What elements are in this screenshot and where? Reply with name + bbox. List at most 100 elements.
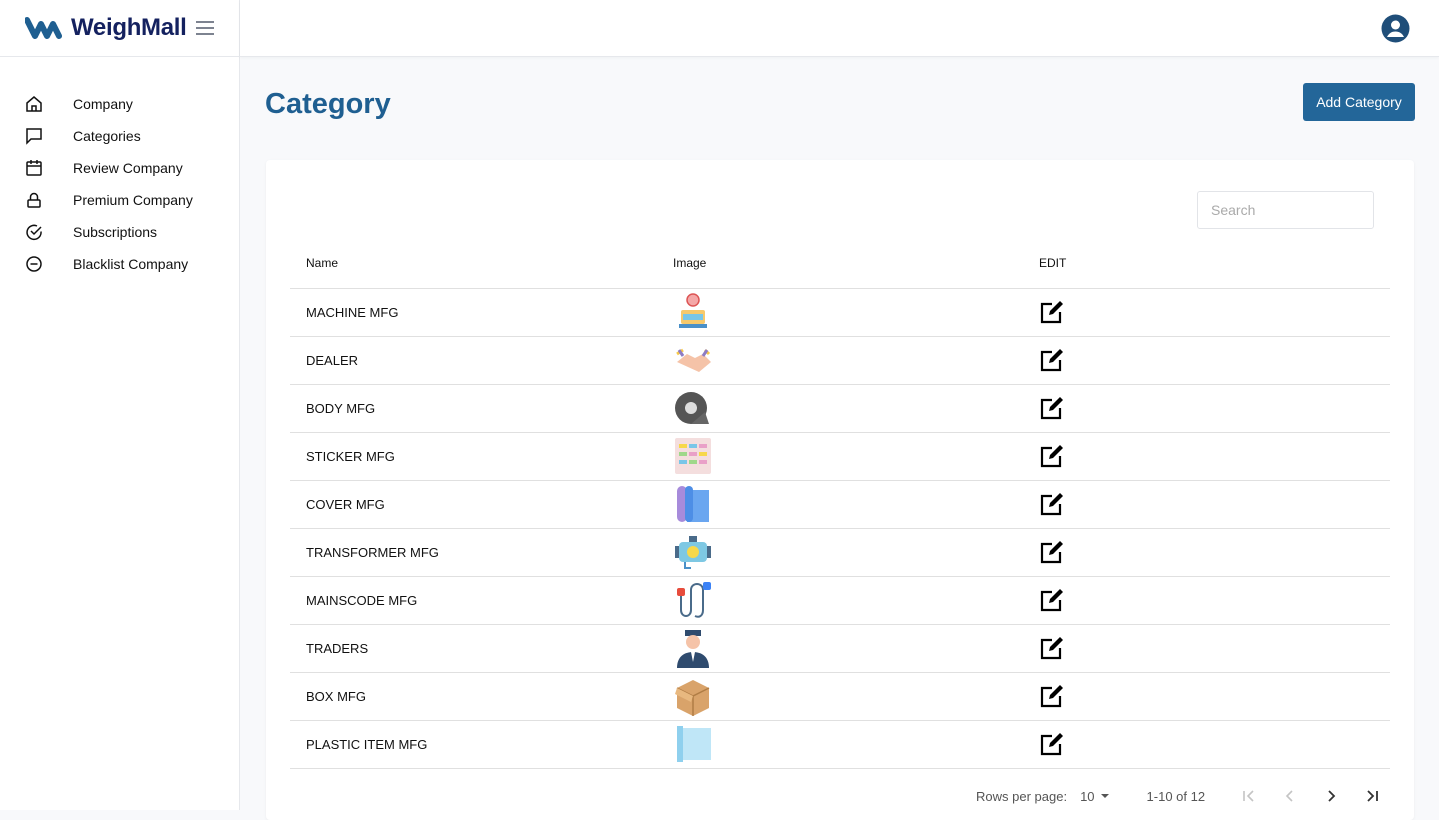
transformer-image	[675, 536, 711, 569]
column-header-image: Image	[673, 238, 1039, 289]
category-image-cell	[673, 336, 1039, 385]
sidebar-nav: Company Categories Review Company Premiu…	[0, 57, 239, 280]
category-table: Name Image EDIT MACHINE MFG DEALER BODY …	[290, 238, 1390, 769]
edit-cell	[1039, 720, 1390, 769]
edit-cell	[1039, 432, 1390, 481]
brand: WeighMall	[0, 0, 239, 57]
edit-icon[interactable]	[1039, 587, 1065, 613]
category-image-cell	[673, 576, 1039, 625]
tape-roll-image	[675, 392, 709, 424]
plastic-wrap-image	[677, 726, 711, 762]
sidebar-item-label: Company	[73, 96, 133, 112]
edit-cell	[1039, 672, 1390, 721]
edit-icon[interactable]	[1039, 347, 1065, 373]
add-category-button[interactable]: Add Category	[1303, 83, 1415, 121]
category-name: PLASTIC ITEM MFG	[290, 720, 673, 769]
power-cords-image	[677, 582, 711, 618]
edit-cell	[1039, 624, 1390, 673]
category-name: BOX MFG	[290, 672, 673, 721]
edit-cell	[1039, 528, 1390, 577]
trader-person-image	[677, 630, 709, 668]
edit-icon[interactable]	[1039, 395, 1065, 421]
category-image-cell	[673, 288, 1039, 337]
table-row: COVER MFG	[290, 480, 1390, 529]
page-title: Category	[265, 88, 391, 120]
sidebar-item-label: Review Company	[73, 160, 183, 176]
search-input[interactable]	[1197, 191, 1374, 229]
table-row: TRANSFORMER MFG	[290, 528, 1390, 577]
sidebar-item-premium-company[interactable]: Premium Company	[0, 184, 239, 216]
category-name: TRANSFORMER MFG	[290, 528, 673, 577]
previous-page-icon[interactable]	[1282, 788, 1298, 804]
table-row: BODY MFG	[290, 384, 1390, 433]
user-avatar-icon[interactable]	[1381, 14, 1410, 43]
column-header-name: Name	[290, 238, 673, 289]
calendar-icon	[26, 160, 42, 176]
edit-cell	[1039, 288, 1390, 337]
edit-cell	[1039, 384, 1390, 433]
first-page-icon[interactable]	[1241, 788, 1257, 804]
category-image-cell	[673, 720, 1039, 769]
sidebar-item-label: Blacklist Company	[73, 256, 189, 272]
category-name: DEALER	[290, 336, 673, 385]
sticker-sheet-image	[675, 438, 711, 474]
lock-icon	[27, 192, 41, 208]
cover-rolls-image	[677, 486, 709, 522]
edit-icon[interactable]	[1039, 731, 1065, 757]
last-page-icon[interactable]	[1364, 788, 1380, 804]
check-circle-icon	[26, 224, 42, 241]
table-row: BOX MFG	[290, 672, 1390, 721]
category-name: MACHINE MFG	[290, 288, 673, 337]
edit-cell	[1039, 576, 1390, 625]
next-page-icon[interactable]	[1323, 788, 1339, 804]
category-name: COVER MFG	[290, 480, 673, 529]
hamburger-menu-icon[interactable]	[195, 20, 215, 36]
sidebar-item-company[interactable]: Company	[0, 88, 239, 120]
handshake-image	[676, 348, 711, 372]
category-name: MAINSCODE MFG	[290, 576, 673, 625]
minus-circle-icon	[26, 256, 42, 272]
sidebar-item-subscriptions[interactable]: Subscriptions	[0, 216, 239, 248]
sidebar-item-label: Premium Company	[73, 192, 193, 208]
top-bar	[240, 0, 1439, 57]
table-row: DEALER	[290, 336, 1390, 385]
sidebar-item-categories[interactable]: Categories	[0, 120, 239, 152]
rows-per-page-select[interactable]: 10	[1080, 789, 1114, 804]
table-row: PLASTIC ITEM MFG	[290, 720, 1390, 769]
category-table-card: Name Image EDIT MACHINE MFG DEALER BODY …	[266, 160, 1414, 820]
chat-icon	[26, 128, 42, 145]
edit-icon[interactable]	[1039, 443, 1065, 469]
edit-icon[interactable]	[1039, 539, 1065, 565]
column-header-edit: EDIT	[1039, 238, 1390, 289]
edit-icon[interactable]	[1039, 491, 1065, 517]
category-image-cell	[673, 624, 1039, 673]
sidebar-item-label: Categories	[73, 128, 141, 144]
category-name: BODY MFG	[290, 384, 673, 433]
category-image-cell	[673, 432, 1039, 481]
table-row: STICKER MFG	[290, 432, 1390, 481]
edit-cell	[1039, 336, 1390, 385]
weighmall-logo-icon	[25, 17, 62, 39]
rows-per-page-label: Rows per page:	[976, 788, 1068, 804]
pagination: Rows per page: 10 1-10 of 12	[976, 788, 1380, 804]
cardboard-box-image	[675, 680, 710, 716]
caret-down-icon	[1100, 794, 1109, 798]
category-name: TRADERS	[290, 624, 673, 673]
category-image-cell	[673, 480, 1039, 529]
sidebar-item-label: Subscriptions	[73, 224, 158, 240]
rows-per-page-value: 10	[1080, 788, 1095, 804]
sidebar-item-blacklist-company[interactable]: Blacklist Company	[0, 248, 239, 280]
edit-icon[interactable]	[1039, 683, 1065, 709]
sidebar-item-review-company[interactable]: Review Company	[0, 152, 239, 184]
sidebar: WeighMall Company Categories Review Comp…	[0, 0, 240, 810]
edit-cell	[1039, 480, 1390, 529]
table-row: MACHINE MFG	[290, 288, 1390, 337]
home-icon	[26, 96, 42, 112]
edit-icon[interactable]	[1039, 635, 1065, 661]
table-row: TRADERS	[290, 624, 1390, 673]
category-image-cell	[673, 528, 1039, 577]
brand-name: WeighMall	[71, 14, 187, 41]
edit-icon[interactable]	[1039, 299, 1065, 325]
category-image-cell	[673, 672, 1039, 721]
category-name: STICKER MFG	[290, 432, 673, 481]
